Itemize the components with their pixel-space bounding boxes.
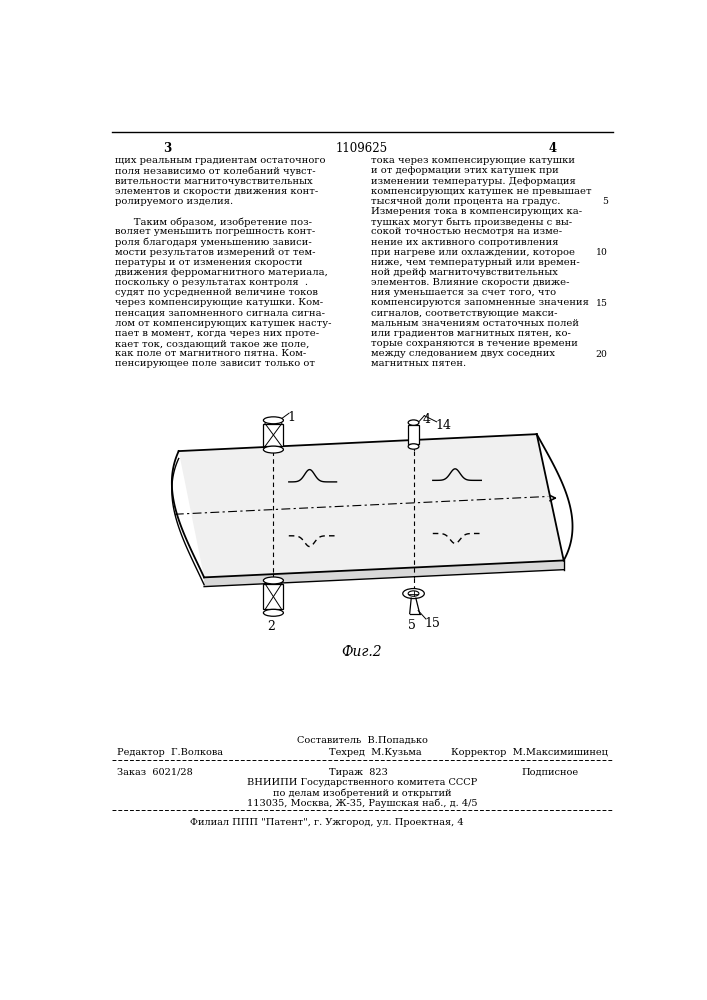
Text: Редактор  Г.Волкова: Редактор Г.Волкова [117,748,223,757]
Text: 15: 15 [424,617,440,630]
Text: щих реальным градиентам остаточного: щих реальным градиентам остаточного [115,156,325,165]
Polygon shape [204,560,563,587]
Ellipse shape [264,417,284,424]
Text: пературы и от изменения скорости: пературы и от изменения скорости [115,258,303,267]
Bar [264,424,284,446]
Text: и от деформации этих катушек при: и от деформации этих катушек при [371,166,559,175]
Ellipse shape [264,446,284,453]
Text: ролируемого изделия.: ролируемого изделия. [115,197,233,206]
Text: тушках могут быть произведены с вы-: тушках могут быть произведены с вы- [371,217,573,227]
Text: поскольку о результатах контроля  .: поскольку о результатах контроля . [115,278,308,287]
Text: Составитель  В.Попадько: Составитель В.Попадько [296,736,428,745]
Text: Филиал ППП "Патент", г. Ужгород, ул. Проектная, 4: Филиал ППП "Патент", г. Ужгород, ул. Про… [190,818,464,827]
Text: тысячной доли процента на градус.: тысячной доли процента на градус. [371,197,561,206]
Bar [264,584,284,609]
Text: Измерения тока в компенсирующих ка-: Измерения тока в компенсирующих ка- [371,207,583,216]
Text: лом от компенсирующих катушек насту-: лом от компенсирующих катушек насту- [115,319,332,328]
Text: ВНИИПИ Государственного комитета СССР: ВНИИПИ Государственного комитета СССР [247,778,477,787]
Text: 5: 5 [408,619,416,632]
Text: Таким образом, изобретение поз-: Таким образом, изобретение поз- [115,217,312,227]
Text: изменении температуры. Деформация: изменении температуры. Деформация [371,177,576,186]
Text: 3: 3 [163,142,171,155]
Text: 10: 10 [596,248,607,257]
Text: движения ферромагнитного материала,: движения ферромагнитного материала, [115,268,327,277]
Text: 2: 2 [267,620,275,634]
Text: тока через компенсирующие катушки: тока через компенсирующие катушки [371,156,575,165]
Text: Техред  М.Кузьма: Техред М.Кузьма [329,748,421,757]
Bar [408,425,419,444]
Text: ной дрейф магниточувствительных: ной дрейф магниточувствительных [371,268,558,277]
Text: 15: 15 [596,299,607,308]
Text: торые сохраняются в течение времени: торые сохраняются в течение времени [371,339,578,348]
Text: сокой точностью несмотря на изме-: сокой точностью несмотря на изме- [371,227,562,236]
Text: Заказ  6021/28: Заказ 6021/28 [117,768,193,777]
Text: 1109625: 1109625 [336,142,388,155]
Text: Подписное: Подписное [521,768,578,777]
Text: пенсирующее поле зависит только от: пенсирующее поле зависит только от [115,359,315,368]
Text: судят по усредненной величине токов: судят по усредненной величине токов [115,288,317,297]
Text: магнитных пятен.: магнитных пятен. [371,359,467,368]
Ellipse shape [264,609,284,616]
Text: пенсация запомненного сигнала сигна-: пенсация запомненного сигнала сигна- [115,309,325,318]
Text: 4: 4 [423,413,431,426]
Ellipse shape [408,591,419,596]
Ellipse shape [408,444,419,449]
Text: поля независимо от колебаний чувст-: поля независимо от колебаний чувст- [115,166,315,176]
Text: как поле от магнитного пятна. Ком-: как поле от магнитного пятна. Ком- [115,349,306,358]
Text: мости результатов измерений от тем-: мости результатов измерений от тем- [115,248,315,257]
Text: сигналов, соответствующие макси-: сигналов, соответствующие макси- [371,309,558,318]
Text: роля благодаря уменьшению зависи-: роля благодаря уменьшению зависи- [115,238,312,247]
Text: при нагреве или охлаждении, которое: при нагреве или охлаждении, которое [371,248,575,257]
Ellipse shape [408,420,419,425]
Text: Корректор  М.Максимишинец: Корректор М.Максимишинец [450,748,607,757]
Text: 1: 1 [287,411,296,424]
Text: вительности магниточувствительных: вительности магниточувствительных [115,177,312,186]
Text: 20: 20 [596,350,607,359]
Text: 5: 5 [602,197,607,206]
Text: мальным значениям остаточных полей: мальным значениям остаточных полей [371,319,579,328]
Text: компенсирующих катушек не превышает: компенсирующих катушек не превышает [371,187,592,196]
Text: ниже, чем температурный или времен-: ниже, чем температурный или времен- [371,258,580,267]
Text: нение их активного сопротивления: нение их активного сопротивления [371,238,559,247]
Text: 4: 4 [548,142,556,155]
Text: 113035, Москва, Ж-35, Раушская наб., д. 4/5: 113035, Москва, Ж-35, Раушская наб., д. … [247,798,477,808]
Text: Фиг.2: Фиг.2 [341,645,382,659]
Ellipse shape [403,589,424,599]
Text: компенсируются запомненные значения: компенсируются запомненные значения [371,298,589,307]
Polygon shape [179,434,563,577]
Text: элементов и скорости движения конт-: элементов и скорости движения конт- [115,187,318,196]
Text: пает в момент, когда через них проте-: пает в момент, когда через них проте- [115,329,319,338]
Text: Тираж  823: Тираж 823 [329,768,387,777]
Text: между следованием двух соседних: между следованием двух соседних [371,349,555,358]
Text: кает ток, создающий такое же поле,: кает ток, создающий такое же поле, [115,339,309,348]
Text: или градиентов магнитных пятен, ко-: или градиентов магнитных пятен, ко- [371,329,571,338]
Ellipse shape [264,577,284,584]
Text: по делам изобретений и открытий: по делам изобретений и открытий [273,788,451,798]
Text: ния уменьшается за счет того, что: ния уменьшается за счет того, что [371,288,556,297]
Text: элементов. Влияние скорости движе-: элементов. Влияние скорости движе- [371,278,570,287]
Text: 14: 14 [435,419,451,432]
Text: воляет уменьшить погрешность конт-: воляет уменьшить погрешность конт- [115,227,315,236]
Text: через компенсирующие катушки. Ком-: через компенсирующие катушки. Ком- [115,298,323,307]
